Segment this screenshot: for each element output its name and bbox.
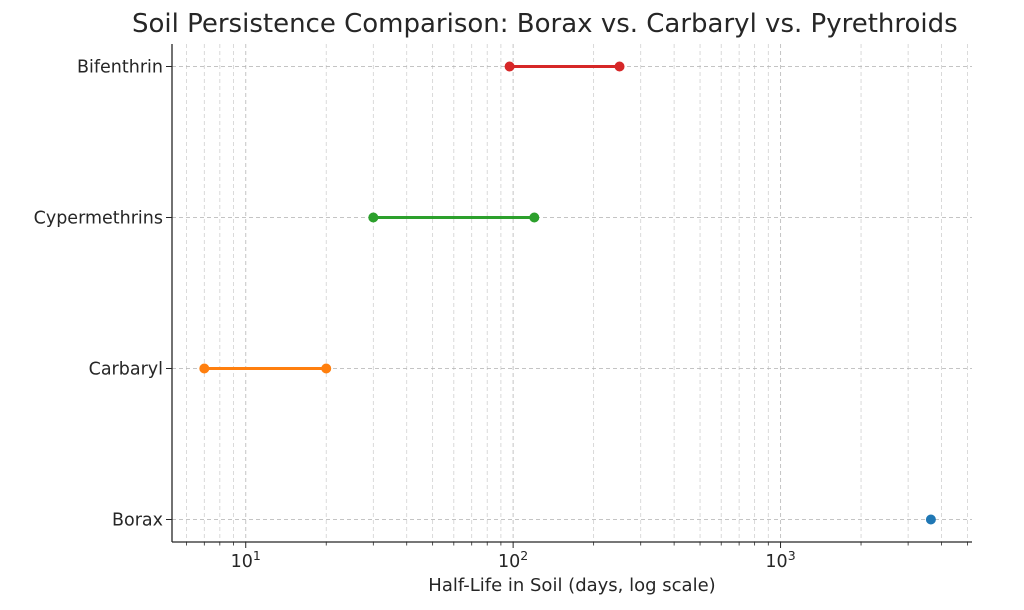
y-tick-label: Borax bbox=[112, 511, 163, 531]
range-bifenthrin bbox=[504, 61, 625, 72]
range-max-point bbox=[529, 212, 540, 223]
range-cypermethrins bbox=[368, 212, 540, 223]
range-min-point bbox=[368, 212, 379, 223]
axes bbox=[166, 44, 972, 548]
x-tick-label: 102 bbox=[498, 548, 528, 572]
x-tick-label: 103 bbox=[765, 548, 795, 572]
range-carbaryl bbox=[199, 363, 332, 374]
range-max-point bbox=[614, 61, 625, 72]
range-min-point bbox=[504, 61, 515, 72]
data-marks bbox=[199, 61, 936, 525]
range-max-point bbox=[321, 363, 332, 374]
x-tick-label: 101 bbox=[231, 548, 261, 572]
x-axis-label: Half-Life in Soil (days, log scale) bbox=[428, 575, 716, 596]
range-min-point bbox=[199, 363, 210, 374]
range-borax bbox=[925, 514, 936, 525]
gridlines bbox=[172, 44, 972, 542]
y-tick-label: Carbaryl bbox=[89, 360, 163, 380]
range-min-point bbox=[925, 514, 936, 525]
chart-title: Soil Persistence Comparison: Borax vs. C… bbox=[132, 9, 958, 39]
y-tick-label: Bifenthrin bbox=[77, 58, 163, 78]
tick-labels: Borax Carbaryl Cypermethrins Bifenthrin 101 1… bbox=[34, 58, 796, 573]
y-tick-label: Cypermethrins bbox=[34, 209, 163, 229]
